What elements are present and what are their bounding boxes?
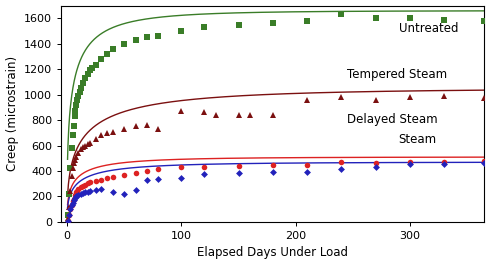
Text: Tempered Steam: Tempered Steam [347, 68, 447, 81]
Text: Untreated: Untreated [399, 22, 458, 35]
X-axis label: Elapsed Days Under Load: Elapsed Days Under Load [197, 246, 348, 259]
Y-axis label: Creep (microstrain): Creep (microstrain) [5, 56, 19, 171]
Text: Steam: Steam [399, 133, 437, 146]
Text: Delayed Steam: Delayed Steam [347, 113, 438, 126]
